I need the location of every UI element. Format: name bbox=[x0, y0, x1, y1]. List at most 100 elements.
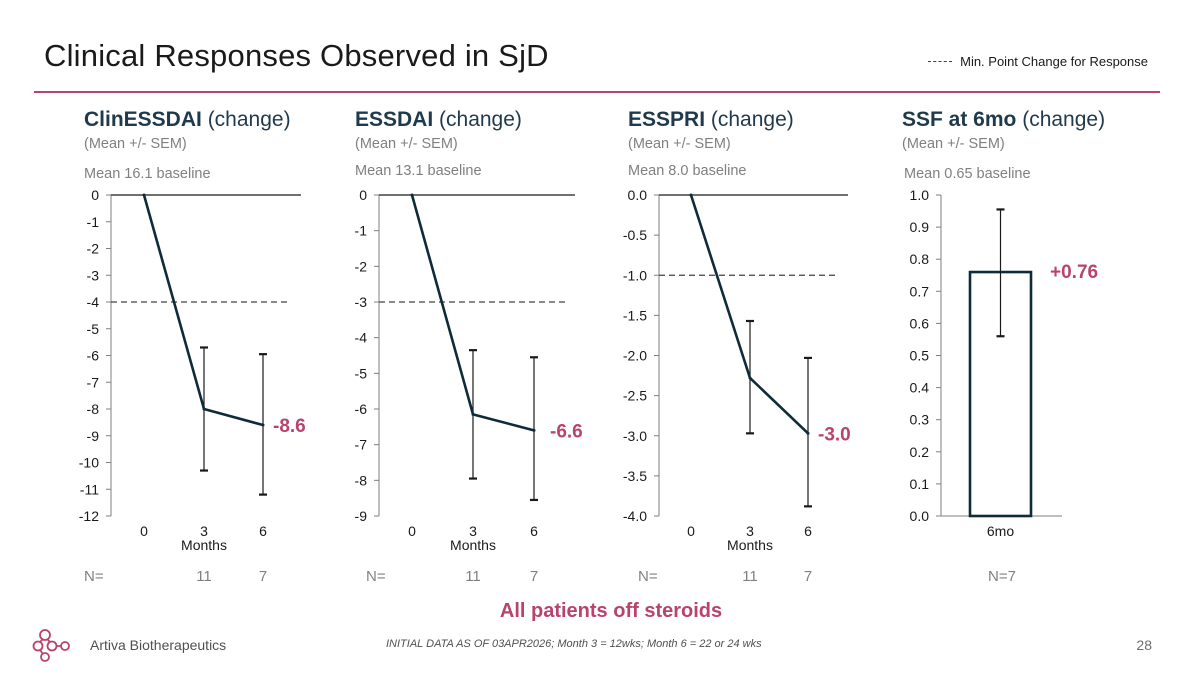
panel-title-essdai: ESSDAI (change) bbox=[355, 108, 522, 132]
x-tick-label: 3 bbox=[746, 523, 754, 539]
y-tick-label: -3.0 bbox=[623, 428, 647, 444]
end-value-label: -6.6 bbox=[550, 421, 583, 442]
data-point bbox=[261, 423, 265, 427]
y-tick-label: 0.6 bbox=[910, 315, 930, 331]
data-point bbox=[689, 193, 693, 197]
panel-stat-clinessdai: (Mean +/- SEM) bbox=[84, 136, 187, 152]
panel-baseline-essdai: Mean 13.1 baseline bbox=[355, 163, 482, 179]
data-point bbox=[806, 431, 810, 435]
n-value: 7 bbox=[804, 568, 812, 585]
page-number: 28 bbox=[1136, 637, 1152, 653]
y-tick-label: -3 bbox=[87, 267, 100, 283]
y-tick-label: -1.0 bbox=[623, 267, 647, 283]
y-tick-label: -1 bbox=[355, 223, 368, 239]
panel-title-suffix: (change) bbox=[1016, 108, 1106, 131]
x-tick-label: 6 bbox=[530, 523, 538, 539]
panel-title-suffix: (change) bbox=[705, 108, 794, 131]
y-tick-label: -1.5 bbox=[623, 307, 647, 323]
y-tick-label: -4 bbox=[87, 294, 100, 310]
n-row-label: N= bbox=[638, 568, 658, 585]
x-tick-label: 0 bbox=[687, 523, 695, 539]
y-tick-label: 0 bbox=[359, 187, 367, 203]
legend: Min. Point Change for Response bbox=[928, 54, 1148, 69]
y-tick-label: -3 bbox=[355, 294, 368, 310]
artiva-logo-icon bbox=[32, 629, 70, 662]
panel-title-name: SSF at 6mo bbox=[902, 108, 1017, 131]
n-row-label: N= bbox=[366, 568, 386, 585]
y-tick-label: -12 bbox=[79, 508, 99, 524]
y-tick-label: 0.0 bbox=[910, 508, 930, 524]
panel-stat-esspri: (Mean +/- SEM) bbox=[628, 136, 731, 152]
y-tick-label: -0.5 bbox=[623, 227, 647, 243]
panel-title-name: ESSDAI bbox=[355, 108, 434, 131]
y-tick-label: -4.0 bbox=[623, 508, 647, 524]
y-tick-label: 0.2 bbox=[910, 444, 930, 460]
end-value-label: -8.6 bbox=[273, 416, 306, 437]
x-axis-label: Months bbox=[450, 537, 496, 553]
x-tick-label: 0 bbox=[408, 523, 416, 539]
panel-title-esspri: ESSPRI (change) bbox=[628, 108, 794, 132]
y-tick-label: -1 bbox=[87, 214, 100, 230]
y-tick-label: 0.3 bbox=[910, 412, 930, 428]
n-row-label: N=7 bbox=[988, 568, 1016, 585]
y-tick-label: -6 bbox=[87, 348, 100, 364]
y-tick-label: 0.7 bbox=[910, 283, 930, 299]
y-tick-label: 0.8 bbox=[910, 251, 930, 267]
steroid-banner: All patients off steroids bbox=[499, 600, 723, 622]
data-cutoff-note: INITIAL DATA AS OF 03APR2026; Month 3 = … bbox=[386, 638, 762, 650]
x-tick-label: 6mo bbox=[987, 523, 1014, 539]
y-tick-label: -9 bbox=[87, 428, 100, 444]
y-tick-label: -7 bbox=[355, 437, 368, 453]
data-point bbox=[410, 193, 414, 197]
y-tick-label: 0.4 bbox=[910, 380, 930, 396]
data-point bbox=[471, 412, 475, 416]
dashed-line-icon bbox=[928, 61, 953, 62]
x-tick-label: 3 bbox=[469, 523, 477, 539]
panel-title-clinessdai: ClinESSDAI (change) bbox=[84, 108, 291, 132]
panel-title-ssf: SSF at 6mo (change) bbox=[902, 108, 1105, 132]
n-row-label: N= bbox=[84, 568, 104, 585]
n-value: 11 bbox=[742, 568, 758, 585]
data-point bbox=[532, 428, 536, 432]
x-axis-label: Months bbox=[727, 537, 773, 553]
n-value: 11 bbox=[465, 568, 481, 585]
y-tick-label: -11 bbox=[80, 481, 99, 497]
y-tick-label: 0.5 bbox=[910, 348, 930, 364]
y-tick-label: -2 bbox=[355, 258, 368, 274]
page-title: Clinical Responses Observed in SjD bbox=[44, 38, 549, 73]
legend-label: Min. Point Change for Response bbox=[960, 54, 1148, 69]
header-divider bbox=[34, 91, 1160, 93]
y-tick-label: 0.0 bbox=[628, 187, 648, 203]
y-tick-label: -4 bbox=[355, 330, 368, 346]
panel-title-suffix: (change) bbox=[201, 108, 291, 131]
data-point bbox=[142, 193, 146, 197]
panel-title-name: ClinESSDAI bbox=[84, 108, 202, 131]
company-name: Artiva Biotherapeutics bbox=[90, 637, 227, 653]
panel-baseline-esspri: Mean 8.0 baseline bbox=[628, 163, 747, 179]
x-tick-label: 6 bbox=[804, 523, 812, 539]
y-tick-label: -5 bbox=[87, 321, 100, 337]
y-tick-label: -7 bbox=[87, 374, 100, 390]
x-axis-label: Months bbox=[181, 537, 227, 553]
panel-stat-essdai: (Mean +/- SEM) bbox=[355, 136, 458, 152]
panel-title-name: ESSPRI bbox=[628, 108, 706, 131]
y-tick-label: -3.5 bbox=[623, 468, 647, 484]
y-tick-label: -10 bbox=[79, 455, 99, 471]
end-value-label: -3.0 bbox=[818, 424, 851, 445]
x-tick-label: 6 bbox=[259, 523, 267, 539]
data-point bbox=[202, 407, 206, 411]
y-tick-label: -6 bbox=[355, 401, 368, 417]
y-tick-label: -2.0 bbox=[623, 348, 647, 364]
n-value: 7 bbox=[530, 568, 538, 585]
y-tick-label: -2 bbox=[87, 241, 100, 257]
y-tick-label: 1.0 bbox=[910, 187, 930, 203]
y-tick-label: -8 bbox=[355, 472, 368, 488]
y-tick-label: -5 bbox=[355, 365, 368, 381]
panel-baseline-ssf: Mean 0.65 baseline bbox=[904, 166, 1031, 182]
y-tick-label: 0.9 bbox=[910, 219, 930, 235]
end-value-label: +0.76 bbox=[1050, 262, 1098, 283]
n-value: 11 bbox=[196, 568, 212, 585]
data-point bbox=[748, 376, 752, 380]
x-tick-label: 0 bbox=[140, 523, 148, 539]
